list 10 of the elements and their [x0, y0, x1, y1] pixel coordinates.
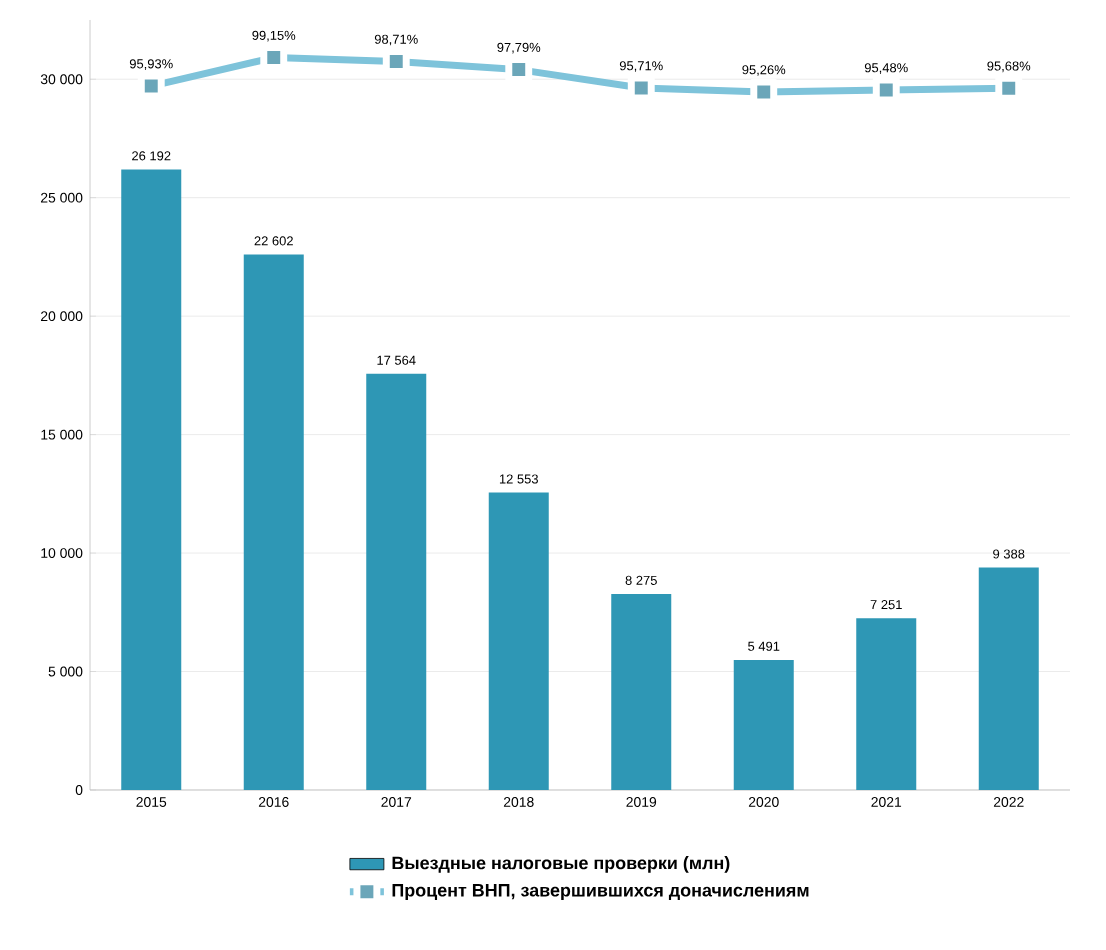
bar	[978, 567, 1039, 790]
bar	[121, 169, 182, 790]
bar	[243, 254, 304, 790]
bar	[856, 618, 917, 790]
bar	[611, 593, 672, 790]
legend-label: Выездные налоговые проверки (млн)	[392, 856, 730, 873]
legend-label: Процент ВНП, завершившихся доначислениям	[392, 884, 809, 901]
bar	[366, 373, 427, 790]
bar	[733, 659, 794, 790]
bar	[488, 492, 549, 790]
